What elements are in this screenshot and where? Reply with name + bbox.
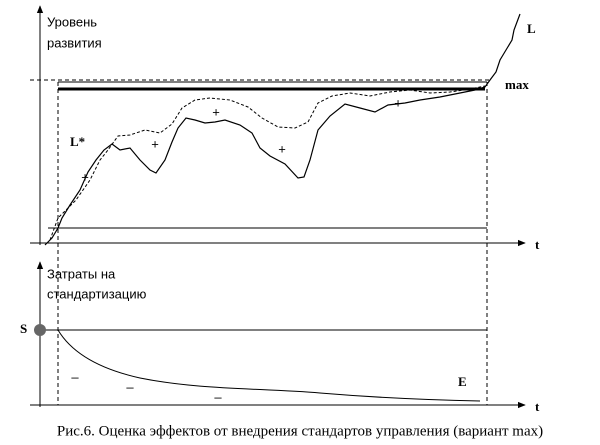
x-label: t xyxy=(535,399,540,414)
minus-sign: – xyxy=(214,389,222,404)
target-label: max xyxy=(505,77,529,92)
plus-sign: + xyxy=(81,169,89,184)
curve-l-star xyxy=(49,85,486,241)
y-label: развития xyxy=(47,35,102,50)
plus-sign: + xyxy=(278,141,286,156)
cost-curve xyxy=(57,329,481,402)
minus-sign: – xyxy=(126,379,134,394)
end-label: E xyxy=(458,374,467,389)
curve-label: L xyxy=(527,21,536,36)
plus-sign: + xyxy=(151,136,159,151)
curve-l xyxy=(44,13,521,246)
start-point xyxy=(34,324,46,336)
start-label: S xyxy=(20,321,27,336)
plus-sign: + xyxy=(212,104,220,119)
dashed-label: L* xyxy=(70,134,85,149)
minus-sign: – xyxy=(71,369,79,384)
y-label: Уровень xyxy=(47,14,97,29)
y-label: Затраты на xyxy=(47,266,116,281)
y-label: стандартизацию xyxy=(47,286,147,301)
x-label: t xyxy=(535,237,540,252)
caption: Рис.6. Оценка эффектов от внедрения стан… xyxy=(57,423,543,439)
plus-sign: + xyxy=(394,95,402,110)
